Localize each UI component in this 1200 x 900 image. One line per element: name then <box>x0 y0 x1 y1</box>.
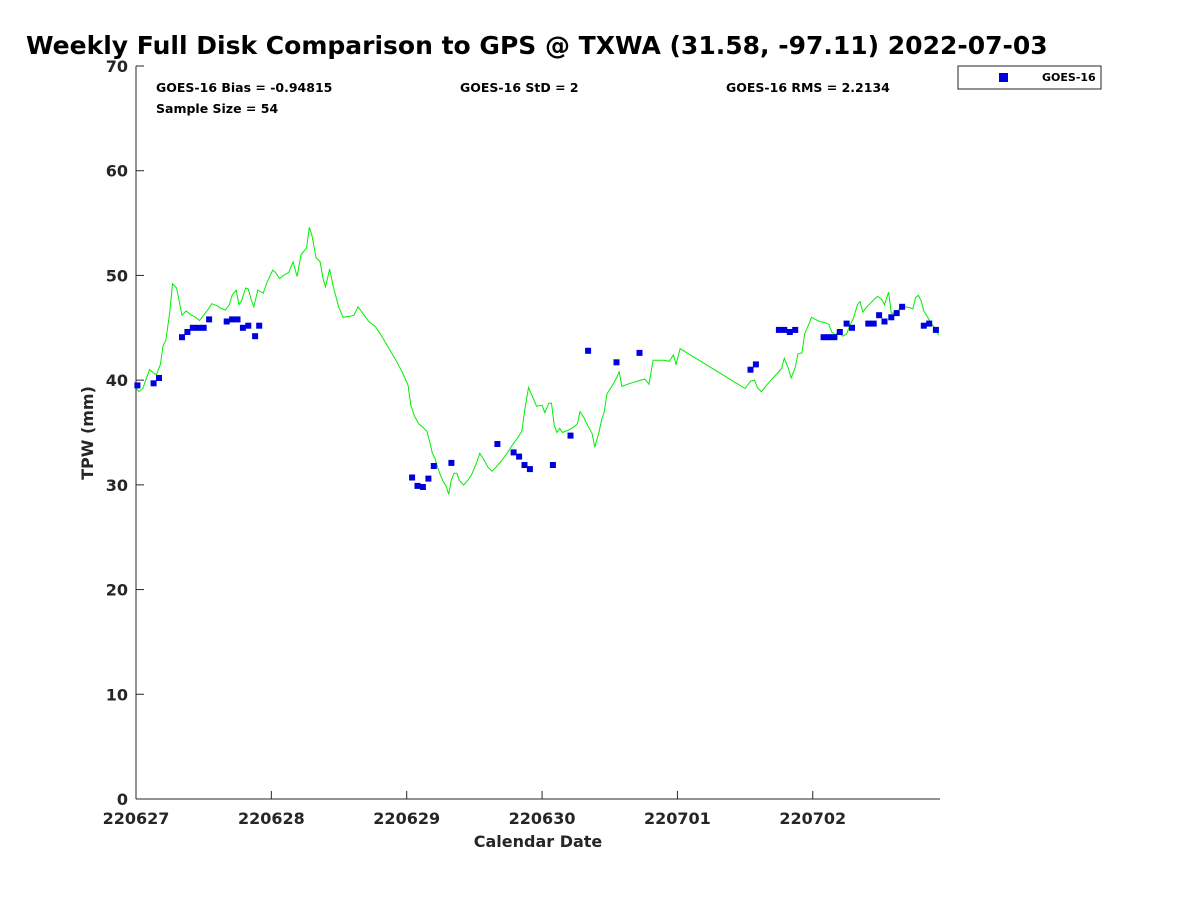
goes16-point <box>256 322 263 329</box>
goes16-point <box>747 366 754 373</box>
goes16-point <box>781 326 788 333</box>
goes16-point <box>831 334 838 341</box>
y-axis-label: TPW (mm) <box>78 386 97 480</box>
chart-title: Weekly Full Disk Comparison to GPS @ TXW… <box>26 31 1048 60</box>
goes16-point <box>775 326 782 333</box>
bias-annotation: GOES-16 Bias = -0.94815 <box>156 80 332 95</box>
goes16-point <box>134 382 141 389</box>
goes16-point <box>150 380 157 387</box>
goes16-point <box>920 322 927 329</box>
legend-label-goes16: GOES-16 <box>1042 71 1096 84</box>
legend-box <box>957 65 1102 90</box>
legend: GOES-16 <box>957 65 1102 90</box>
goes16-point <box>409 474 416 481</box>
goes16-point <box>865 320 872 327</box>
goes16-point <box>752 361 759 368</box>
goes16-point <box>836 329 843 335</box>
goes16-point <box>414 482 421 489</box>
goes16-point <box>926 320 933 327</box>
legend-marker-goes16 <box>999 73 1008 82</box>
goes16-point <box>200 324 207 331</box>
goes16-point <box>843 320 850 327</box>
goes16-point <box>567 432 574 439</box>
goes16-point <box>195 324 202 331</box>
series-layer <box>134 227 940 495</box>
y-tick-label: 70 <box>106 57 128 76</box>
goes16-point <box>870 320 877 327</box>
goes16-point <box>893 310 900 317</box>
goes16-point <box>184 329 191 335</box>
goes16-point <box>223 318 230 325</box>
goes16-point <box>189 324 196 331</box>
y-tick-label: 60 <box>106 162 128 181</box>
x-tick-label: 220701 <box>644 809 711 828</box>
y-tick-label: 50 <box>106 266 128 285</box>
goes16-point <box>792 326 799 333</box>
goes16-point <box>613 359 620 366</box>
x-ticks: 220627 220628 220629 220630 220701 220702 <box>103 791 846 828</box>
goes16-point <box>448 459 455 466</box>
goes16-point <box>585 347 592 354</box>
goes16-point <box>899 303 906 310</box>
goes16-point <box>521 462 528 468</box>
x-tick-label: 220628 <box>238 809 305 828</box>
goes16-point <box>430 463 437 469</box>
y-tick-label: 30 <box>106 476 128 495</box>
x-axis-label: Calendar Date <box>474 832 603 851</box>
y-ticks: 0 10 20 30 40 50 60 70 <box>106 57 144 809</box>
goes16-point <box>888 314 895 321</box>
goes16-point <box>881 318 888 325</box>
y-tick-label: 40 <box>106 371 128 390</box>
goes16-point <box>494 441 501 447</box>
goes16-point <box>820 334 827 341</box>
x-tick-label: 220702 <box>779 809 846 828</box>
y-tick-label: 10 <box>106 685 128 704</box>
goes16-point <box>425 475 432 482</box>
y-tick-label: 0 <box>117 790 128 809</box>
goes16-point <box>876 312 883 319</box>
stats-annotations: GOES-16 Bias = -0.94815 GOES-16 StD = 2 … <box>156 80 890 116</box>
goes16-point <box>510 449 517 456</box>
goes16-point <box>849 324 855 331</box>
goes16-point <box>229 316 236 323</box>
sample-size-annotation: Sample Size = 54 <box>156 101 278 116</box>
goes16-point <box>826 334 832 341</box>
goes16-point <box>549 462 556 468</box>
x-tick-label: 220630 <box>509 809 576 828</box>
goes16-point <box>419 484 426 490</box>
goes16-point <box>636 349 643 356</box>
goes16-point <box>239 324 246 331</box>
goes16-point <box>252 333 259 340</box>
goes16-point <box>526 466 533 473</box>
goes16-point <box>179 334 185 341</box>
goes16-point <box>932 326 939 333</box>
y-tick-label: 20 <box>106 581 128 600</box>
x-tick-label: 220627 <box>103 809 170 828</box>
gps-tpw-line <box>135 227 940 495</box>
goes16-point <box>234 316 241 323</box>
goes16-point <box>156 375 162 381</box>
x-tick-label: 220629 <box>373 809 440 828</box>
goes16-point <box>245 322 252 329</box>
goes16-point <box>516 453 523 460</box>
plot-area: 0 10 20 30 40 50 60 70 220627 220628 220629 220630… <box>103 57 940 828</box>
goes16-point <box>786 329 793 335</box>
goes16-point <box>206 316 213 323</box>
std-annotation: GOES-16 StD = 2 <box>460 80 579 95</box>
rms-annotation: GOES-16 RMS = 2.2134 <box>726 80 890 95</box>
